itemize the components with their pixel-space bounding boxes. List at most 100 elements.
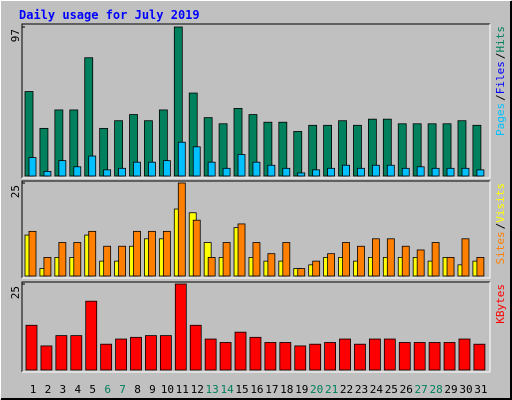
bar — [297, 268, 306, 277]
bar — [118, 167, 126, 177]
bar — [222, 242, 231, 277]
bar — [416, 249, 425, 277]
bar — [85, 300, 98, 371]
legend: KBytes — [494, 284, 507, 324]
bar — [342, 242, 350, 277]
x-tick-label: 31 — [474, 383, 487, 396]
bar — [428, 342, 441, 371]
bar — [476, 256, 485, 277]
x-tick-label: 23 — [355, 383, 368, 396]
bar — [327, 253, 336, 277]
bar — [282, 242, 291, 277]
bar — [118, 245, 126, 277]
bar — [70, 335, 83, 371]
bar — [473, 343, 486, 371]
bar — [39, 127, 49, 177]
bar — [267, 164, 276, 177]
plot-border-dark — [21, 281, 490, 372]
bar — [401, 167, 410, 177]
bar — [148, 230, 156, 277]
x-tick-label: 30 — [459, 383, 472, 396]
bar — [237, 223, 246, 277]
bar — [312, 260, 321, 277]
bar — [133, 161, 141, 177]
x-tick-label: 4 — [74, 383, 81, 396]
bar — [40, 345, 53, 371]
bar — [207, 256, 216, 277]
bar — [58, 160, 67, 177]
bar — [357, 245, 365, 277]
bar — [162, 230, 171, 277]
bar — [130, 336, 142, 371]
plot-border-light — [22, 24, 491, 179]
legend-entry: Sites — [494, 231, 507, 264]
bar — [267, 253, 276, 277]
bar — [383, 338, 396, 371]
x-tick-label: 13 — [206, 383, 219, 396]
bar — [457, 120, 467, 177]
bar — [100, 343, 113, 371]
bar — [148, 161, 156, 177]
bar — [431, 167, 440, 177]
x-tick-label: 16 — [250, 383, 263, 396]
bar — [219, 342, 232, 371]
bar — [446, 256, 455, 277]
bar — [264, 342, 277, 371]
bar — [103, 169, 112, 177]
bar — [252, 242, 261, 277]
bar — [386, 164, 395, 177]
y-tick-label: 25 — [9, 185, 22, 198]
x-tick-label: 20 — [310, 383, 323, 396]
bar — [327, 167, 336, 177]
legend-separator: / — [494, 94, 507, 101]
bar — [162, 160, 171, 177]
legend-entry: Visits — [494, 183, 507, 223]
bar — [308, 124, 318, 177]
bar — [192, 219, 201, 277]
x-tick-label: 6 — [104, 383, 111, 396]
x-tick-label: 7 — [119, 383, 126, 396]
bar — [192, 146, 201, 177]
legend: Sites/Visits — [494, 183, 507, 265]
bar — [58, 242, 67, 277]
bar — [99, 127, 109, 177]
bar — [133, 230, 141, 277]
bar — [339, 338, 351, 371]
bar — [73, 166, 82, 177]
bar — [371, 238, 380, 277]
plot-border-dark — [21, 23, 490, 178]
bar — [309, 343, 322, 371]
legend-separator: / — [494, 223, 507, 230]
bar — [472, 124, 482, 177]
x-tick-label: 26 — [400, 383, 413, 396]
x-tick-label: 25 — [385, 383, 398, 396]
bar — [368, 338, 381, 371]
bar — [114, 120, 123, 177]
legend-entry: KBytes — [494, 284, 507, 324]
x-tick-label: 14 — [220, 383, 234, 396]
bar — [293, 131, 303, 177]
x-tick-label: 12 — [191, 383, 204, 396]
x-tick-label: 1 — [30, 383, 37, 396]
x-tick-label: 27 — [415, 383, 428, 396]
bar — [115, 338, 127, 371]
bar — [234, 331, 247, 371]
bar — [207, 161, 216, 177]
bar — [88, 155, 97, 177]
legend: Pages/Files/Hits — [494, 26, 507, 136]
x-tick-label: 24 — [370, 383, 384, 396]
bar — [312, 169, 321, 177]
bar — [386, 238, 395, 277]
bar — [282, 167, 291, 177]
bar — [222, 167, 231, 177]
bar — [401, 245, 410, 277]
bar — [342, 164, 350, 177]
bar — [174, 283, 187, 371]
bar — [294, 345, 307, 371]
bar — [279, 342, 292, 371]
bar — [88, 230, 97, 277]
x-tick-label: 15 — [235, 383, 248, 396]
x-tick-label: 2 — [45, 383, 52, 396]
